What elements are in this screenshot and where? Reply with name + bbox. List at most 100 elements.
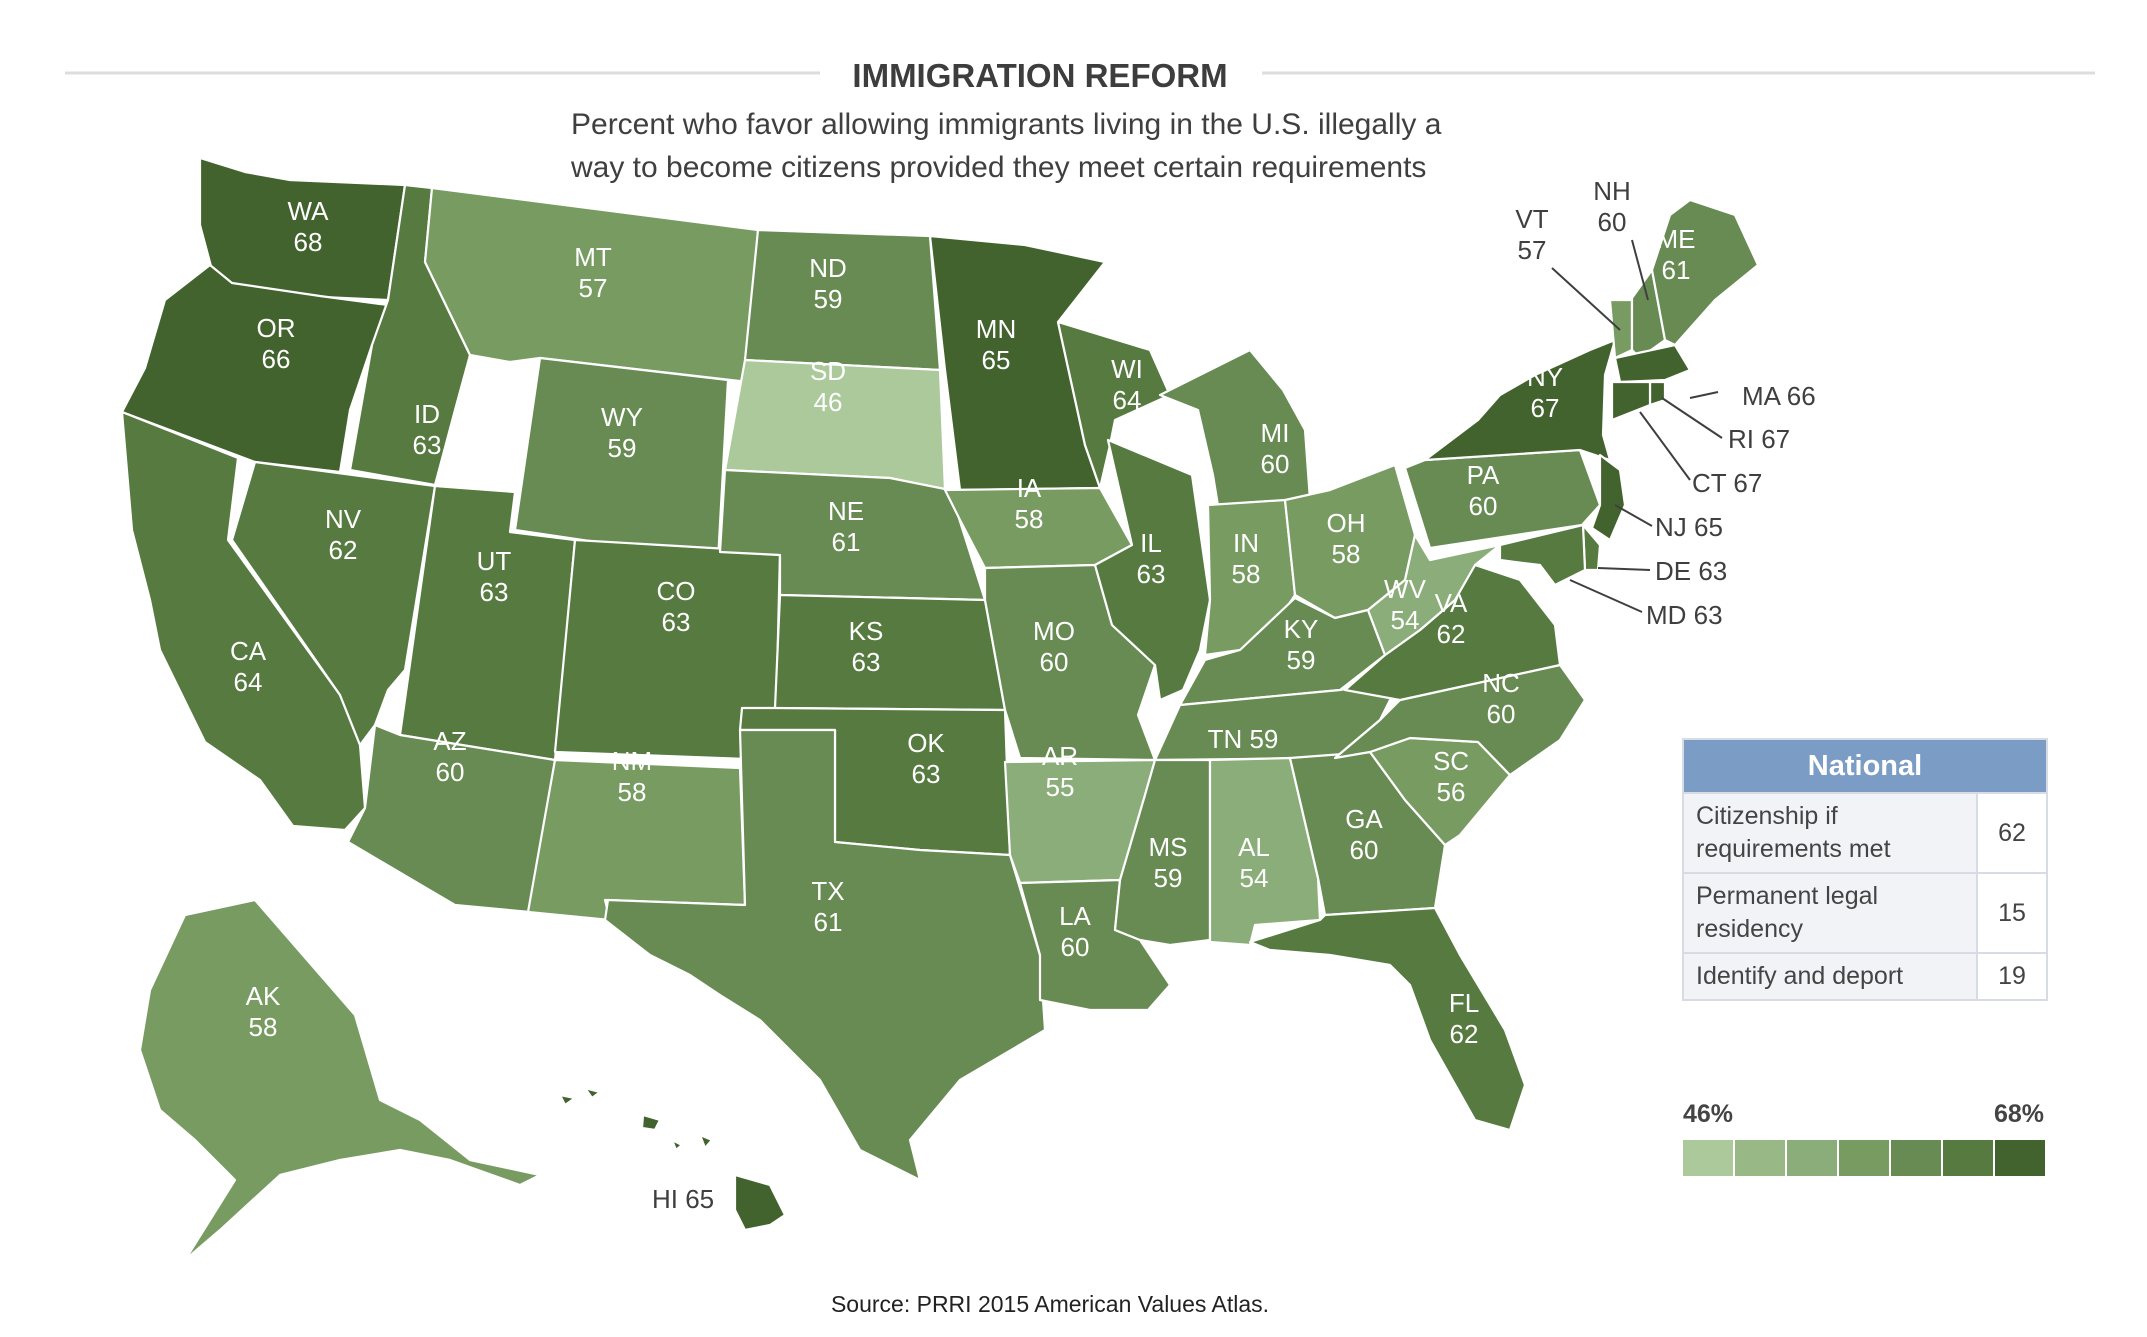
state-value-label: 61 — [814, 907, 843, 937]
state-value-label: 55 — [1046, 772, 1075, 802]
state-value-label: 54 — [1240, 863, 1269, 893]
state-ct — [1610, 380, 1652, 422]
state-abbr-label: WY — [601, 402, 643, 432]
state-abbr-label: OR — [257, 313, 296, 343]
state-wi — [1056, 320, 1172, 490]
state-value-label: 60 — [1469, 491, 1498, 521]
state-value-label: 61 — [832, 527, 861, 557]
state-label-ct: CT 67 — [1692, 468, 1762, 498]
state-abbr-label: TX — [811, 876, 844, 906]
state-or — [120, 263, 390, 474]
leader-line-nj — [1614, 504, 1653, 527]
state-value-label: 57 — [1518, 235, 1547, 265]
state-abbr-label: OH — [1327, 508, 1366, 538]
state-value-label: 60 — [1350, 835, 1379, 865]
state-abbr-label: UT — [477, 546, 512, 576]
state-wa — [198, 156, 407, 302]
state-abbr-label: MO — [1033, 616, 1075, 646]
state-abbr-label: NE — [828, 496, 864, 526]
state-abbr-label: CO — [657, 576, 696, 606]
state-value-label: 63 — [413, 430, 442, 460]
state-abbr-label: KS — [849, 616, 884, 646]
state-value-label: 63 — [480, 577, 509, 607]
state-abbr-label: MN — [976, 314, 1016, 344]
state-abbr-label: AZ — [433, 726, 466, 756]
row-value: 15 — [1976, 872, 2047, 953]
state-abbr-label: WI — [1111, 354, 1143, 384]
table-row: Permanent legal residency 15 — [1683, 872, 2047, 953]
state-value-label: 60 — [1487, 699, 1516, 729]
state-label-nj: NJ 65 — [1655, 512, 1723, 542]
state-abbr-label: CA — [230, 636, 267, 666]
legend-color-bar — [1683, 1140, 2045, 1176]
legend-swatch — [1839, 1140, 1889, 1176]
row-value: 62 — [1976, 792, 2047, 873]
state-abbr-label: NH — [1593, 176, 1631, 206]
state-abbr-label: PA — [1467, 460, 1500, 490]
state-abbr-label: GA — [1345, 804, 1383, 834]
state-ca — [120, 410, 367, 832]
state-abbr-label: SC — [1433, 746, 1469, 776]
state-label-ma: MA 66 — [1742, 381, 1816, 411]
state-abbr-label: IA — [1017, 473, 1042, 503]
state-value-label: 57 — [579, 273, 608, 303]
state-label-de: DE 63 — [1655, 556, 1727, 586]
state-abbr-label: ME — [1657, 224, 1696, 254]
state-tx — [603, 728, 1047, 1182]
state-ak — [138, 898, 542, 1262]
state-value-label: 59 — [608, 433, 637, 463]
state-hi — [558, 1086, 787, 1232]
state-value-label: 58 — [618, 777, 647, 807]
state-value-label: 58 — [249, 1012, 278, 1042]
state-value-label: 56 — [1437, 777, 1466, 807]
state-value-label: 62 — [1450, 1019, 1479, 1049]
state-value-label: 64 — [1113, 385, 1142, 415]
state-label-tn: TN 59 — [1208, 724, 1279, 754]
legend-swatch — [1995, 1140, 2045, 1176]
state-value-label: 59 — [814, 284, 843, 314]
state-value-label: 60 — [1061, 932, 1090, 962]
state-abbr-label: KY — [1284, 614, 1319, 644]
leader-line-de — [1597, 567, 1651, 571]
source-note: Source: PRRI 2015 American Values Atlas. — [831, 1291, 1269, 1317]
state-nc — [1333, 663, 1587, 777]
state-label-hi: HI 65 — [652, 1184, 714, 1214]
state-value-label: 46 — [814, 387, 843, 417]
leader-line-nh — [1631, 239, 1649, 301]
row-label: Identify and deport — [1683, 952, 1977, 1000]
leader-line-ri — [1661, 397, 1723, 439]
state-value-label: 58 — [1332, 539, 1361, 569]
state-abbr-label: MT — [574, 242, 612, 272]
state-value-label: 54 — [1391, 605, 1420, 635]
state-abbr-label: ND — [809, 253, 847, 283]
row-label: Citizenship if requirements met — [1683, 792, 1977, 873]
state-abbr-label: LA — [1059, 901, 1091, 931]
state-value-label: 60 — [1598, 207, 1627, 237]
state-ny — [1423, 338, 1617, 462]
state-ks — [773, 593, 1007, 712]
state-value-label: 65 — [982, 345, 1011, 375]
state-abbr-label: IL — [1140, 528, 1162, 558]
state-value-label: 67 — [1531, 393, 1560, 423]
state-abbr-label: NY — [1527, 362, 1563, 392]
state-il — [1093, 438, 1212, 702]
state-value-label: 62 — [329, 535, 358, 565]
state-abbr-label: WA — [288, 196, 330, 226]
state-abbr-label: VA — [1435, 588, 1468, 618]
state-labels-layer: WA68OR66CA64ID63NV62MT57WY59UT63AZ60CO63… — [230, 176, 1816, 1214]
state-value-label: 63 — [662, 607, 691, 637]
state-abbr-label: NC — [1482, 668, 1520, 698]
state-abbr-label: MS — [1149, 832, 1188, 862]
state-abbr-label: FL — [1449, 988, 1479, 1018]
state-abbr-label: WV — [1384, 574, 1427, 604]
state-abbr-label: OK — [907, 728, 945, 758]
state-nd — [743, 228, 942, 372]
state-value-label: 66 — [262, 344, 291, 374]
state-label-md: MD 63 — [1646, 600, 1723, 630]
state-value-label: 60 — [1040, 647, 1069, 677]
map-subtitle-line1: Percent who favor allowing immigrants li… — [571, 108, 1442, 141]
state-value-label: 61 — [1662, 255, 1691, 285]
state-value-label: 60 — [1261, 449, 1290, 479]
leader-line-vt — [1551, 267, 1621, 331]
